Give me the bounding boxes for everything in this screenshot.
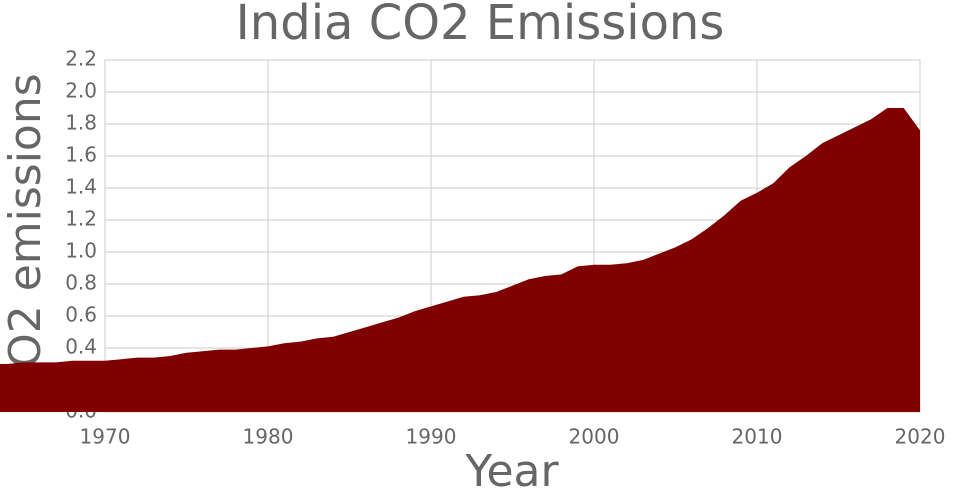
x-tick-label: 1970 xyxy=(80,425,131,449)
y-tick-label: 2.0 xyxy=(65,79,97,103)
y-tick-label: 1.8 xyxy=(65,111,97,135)
area xyxy=(0,108,920,412)
y-tick-label: 1.2 xyxy=(65,207,97,231)
y-tick-label: 1.6 xyxy=(65,143,97,167)
chart-title: India CO2 Emissions xyxy=(236,0,725,51)
y-tick-label: 1.0 xyxy=(65,239,97,263)
x-axis-label: Year xyxy=(464,446,559,497)
x-tick-label: 1980 xyxy=(243,425,294,449)
x-tick-label: 2000 xyxy=(569,425,620,449)
y-tick-label: 0.8 xyxy=(65,271,97,295)
y-tick-label: 0.4 xyxy=(65,335,97,359)
y-axis-label: CO2 emissions xyxy=(0,73,51,398)
x-tick-label: 2010 xyxy=(732,425,783,449)
x-tick-label: 1990 xyxy=(406,425,457,449)
y-tick-label: 1.4 xyxy=(65,175,97,199)
x-tick-label: 2020 xyxy=(895,425,946,449)
y-tick-label: 2.2 xyxy=(65,47,97,71)
y-tick-label: 0.6 xyxy=(65,303,97,327)
